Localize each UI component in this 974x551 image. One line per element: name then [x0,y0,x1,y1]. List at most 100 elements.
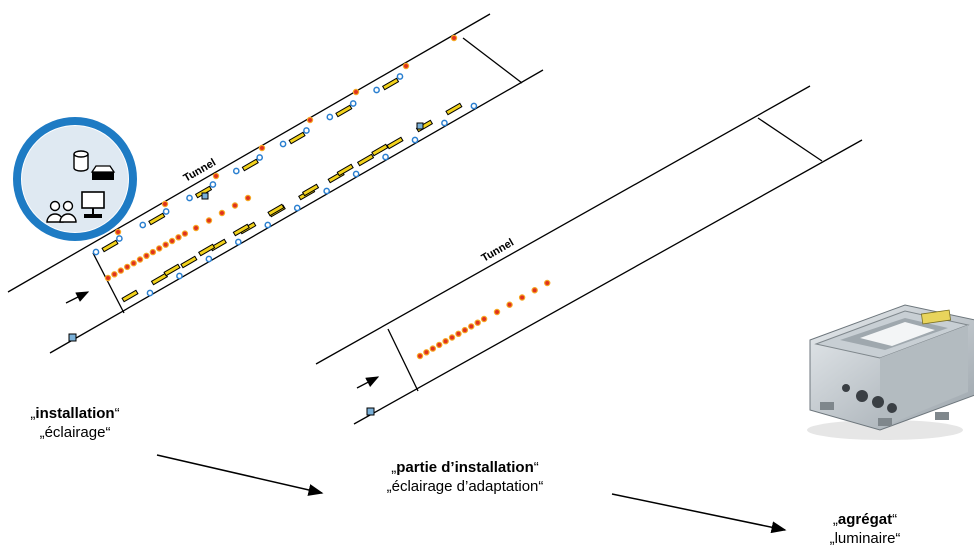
light-point [326,113,334,121]
led-light [480,315,488,323]
light-fixture [356,153,375,167]
light-point [470,102,478,110]
led-light [156,245,163,252]
led-light [117,267,125,274]
led-light [429,345,437,352]
light-fixture [288,131,306,145]
light-point [382,153,389,161]
partie-example: „éclairage d’adaptation“ [386,478,544,495]
light-fixture [386,136,404,150]
tunnel-label: Tunnel [182,157,219,185]
light-fixture [336,163,354,177]
light-point [232,167,240,175]
light-fixture [335,104,353,118]
agregat-name: „agrégat“ [832,511,898,528]
sensor-icon [416,122,424,130]
vehicle-icon [366,407,375,416]
light-point [293,204,301,212]
tunnel-label: Tunnel [480,237,517,265]
light-point [323,187,331,195]
label-agregat: „agrégat“ „luminaire“ [805,510,925,548]
led-light [205,217,213,224]
led-light [175,234,182,241]
light-fixture [267,203,285,217]
led-light [258,144,266,152]
led-light [218,209,226,217]
led-light [111,271,118,278]
led-light [231,202,239,209]
led-light [544,279,551,287]
led-light [244,194,252,202]
tunnel-partie-installation: Tunnel [315,85,863,425]
agregat-example: „luminaire“ [829,530,901,547]
light-point [92,248,100,256]
led-light [448,334,456,341]
traffic-direction-arrow [356,376,380,389]
led-light [130,260,137,267]
led-light [416,352,424,360]
light-fixture [163,263,181,277]
traffic-direction-arrow [65,291,90,304]
led-light [474,319,481,326]
led-light [104,274,112,282]
light-point [234,238,242,246]
light-fixture [241,158,259,172]
installation-name: „installation“ [30,405,120,422]
users-icon [46,200,77,223]
light-fixture [301,183,320,197]
sensor-icon [201,192,209,200]
light-point [352,170,360,178]
level-arrow-2 [611,493,787,534]
led-light [461,326,469,334]
led-light [168,237,176,245]
led-light [455,330,462,337]
led-light [162,241,169,248]
light-point [441,119,448,127]
led-light [423,349,430,356]
vehicle-icon [68,333,77,342]
light-fixture [198,243,216,257]
database-icon [73,150,89,172]
installation-example: „éclairage“ [39,424,111,441]
control-system-badge [13,117,137,241]
light-fixture [381,77,400,91]
led-light [493,308,501,316]
light-point [146,289,154,297]
led-light [181,230,189,237]
led-light [518,294,526,301]
light-fixture [148,212,166,226]
light-point [256,154,264,161]
light-point [186,194,193,202]
led-light [450,34,458,42]
light-point [373,86,380,94]
partie-name: „partie d’installation“ [391,459,539,476]
light-point [349,100,357,107]
light-point [139,221,147,229]
light-fixture [232,223,250,237]
label-installation: „installation“ „éclairage“ [10,404,140,442]
light-point [205,255,213,263]
control-box-image [807,304,974,440]
led-light [124,263,131,271]
light-point [279,140,287,148]
led-light [402,62,410,70]
led-light [506,301,513,308]
light-point [209,181,217,188]
led-light [442,338,449,345]
led-light [136,256,144,263]
led-light [468,323,475,330]
led-light [436,341,443,349]
light-fixture [150,272,169,286]
light-point [411,136,419,144]
light-point [162,208,170,215]
server-icon [90,165,116,180]
led-light [531,287,538,294]
light-point [303,127,310,134]
light-fixture [371,143,389,157]
led-light [212,172,220,180]
tunnel-installation: Tunnel [7,13,544,354]
led-light [306,116,314,124]
level-arrow-1 [156,454,324,496]
led-light [161,200,169,208]
